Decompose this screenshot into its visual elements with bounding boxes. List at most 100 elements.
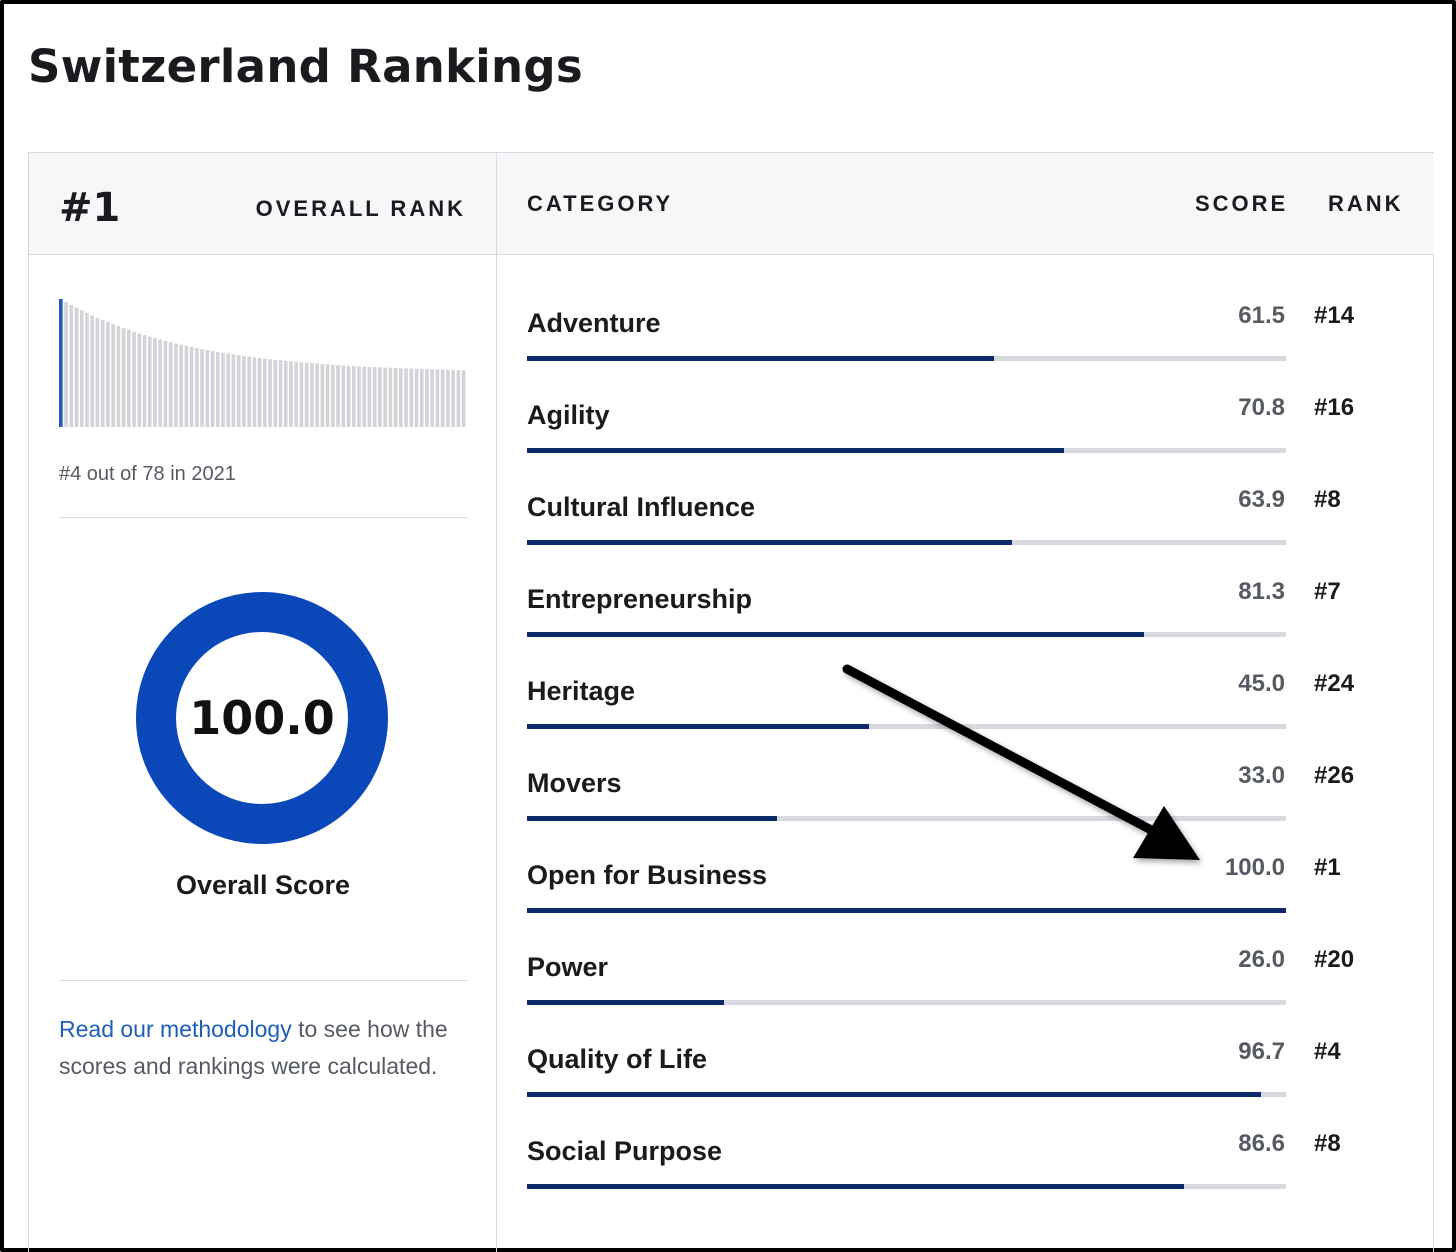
sparkline-bar (168, 342, 173, 427)
sparkline-bar (252, 357, 257, 427)
methodology-text: to see how the scores and rankings were … (59, 1016, 448, 1079)
sparkline-bar (446, 369, 450, 427)
sparkline-bar (409, 368, 414, 427)
sparkline-bar (147, 336, 152, 427)
sparkline-bar (64, 302, 68, 427)
category-name: Open for Business (527, 860, 768, 890)
category-row: Adventure 61.5 #14 (527, 302, 1407, 400)
sparkline-bar (367, 366, 372, 427)
sparkline-bar (226, 353, 231, 427)
sparkline-bar (242, 355, 246, 427)
overall-score-label: Overall Score (175, 870, 351, 900)
score-bar-fill (527, 908, 1286, 913)
score-bar-track (527, 632, 1286, 637)
sparkline-bar (440, 369, 445, 427)
sparkline-bar (341, 365, 346, 427)
score-bar-track (527, 908, 1286, 913)
sparkline-bar (331, 364, 335, 427)
sparkline-bar (273, 359, 278, 427)
category-column: CATEGORY SCORE RANK Adventure 61.5 #14 Agil… (497, 153, 1434, 1252)
category-row: Movers 33.0 #26 (527, 762, 1407, 860)
category-rank: #8 (1314, 486, 1341, 513)
category-rank: #26 (1314, 762, 1355, 789)
score-bar-track (527, 1092, 1286, 1097)
score-bar-fill (527, 448, 1064, 453)
sparkline-bar (85, 312, 89, 427)
category-rank: #1 (1314, 854, 1341, 881)
sparkline-bar (456, 370, 461, 427)
category-rank: #24 (1314, 670, 1355, 697)
sparkline-bar (289, 361, 293, 427)
summary-header: #1 OVERALL RANK (29, 153, 496, 255)
sparkline-bar (195, 348, 199, 427)
sparkline-bar (69, 304, 74, 427)
category-row: Agility 70.8 #16 (527, 394, 1407, 492)
sparkline-bar (95, 317, 100, 427)
category-name: Agility (527, 400, 610, 430)
score-bar-track (527, 1184, 1286, 1189)
sparkline-bar (90, 315, 95, 427)
sparkline-bar (184, 345, 189, 427)
category-score: 100.0 (1224, 854, 1285, 881)
rank-header: RANK (1328, 191, 1404, 216)
sparkline-bar (362, 366, 367, 427)
table-header: CATEGORY SCORE RANK (497, 153, 1434, 255)
sparkline-bar (132, 331, 136, 427)
sparkline-bar (325, 364, 330, 427)
score-bar-track (527, 1000, 1286, 1005)
sparkline-bar (383, 367, 387, 427)
sparkline-bar (231, 354, 236, 427)
category-score: 96.7 (1238, 1038, 1285, 1065)
category-score: 61.5 (1238, 302, 1285, 329)
category-row: Heritage 45.0 #24 (527, 670, 1407, 768)
sparkline-bar (435, 369, 440, 427)
sparkline-bar (221, 352, 225, 427)
sparkline-bar (116, 326, 121, 427)
sparkline-bar (351, 366, 356, 427)
overall-rank-value: #1 (59, 185, 121, 231)
category-score: 70.8 (1238, 394, 1285, 421)
overall-rank-label: OVERALL RANK (255, 196, 466, 221)
methodology-link[interactable]: Read our methodology (59, 1016, 292, 1042)
score-bar-track (527, 448, 1286, 453)
sparkline-bar (79, 310, 84, 427)
sparkline-bar (315, 363, 319, 427)
sparkline-bar (336, 365, 340, 427)
rankings-panel: #1 OVERALL RANK #4 out of 78 in 2021 100… (28, 152, 1434, 1252)
methodology-note: Read our methodology to see how the scor… (59, 1011, 459, 1085)
sparkline-bar (263, 358, 267, 427)
sparkline-bar (205, 350, 210, 427)
sparkline-bar (158, 339, 163, 427)
category-rank: #8 (1314, 1130, 1341, 1157)
sparkline-bar (304, 362, 309, 427)
sparkline-bar (121, 328, 126, 427)
score-bar-fill (527, 1000, 724, 1005)
sparkline-bar (74, 307, 79, 427)
sparkline-bar (461, 370, 466, 427)
rank-history-sparkline (59, 299, 466, 427)
sparkline-bar (127, 329, 131, 427)
sparkline-bar (378, 367, 382, 427)
sparkline-bar (425, 369, 429, 427)
divider (59, 980, 467, 981)
page-title: Switzerland Rankings (28, 40, 583, 93)
sparkline-bar (320, 363, 325, 427)
rank-history-caption: #4 out of 78 in 2021 (59, 463, 236, 485)
sparkline-bar (247, 356, 251, 427)
sparkline-bar (346, 365, 351, 427)
category-rank: #7 (1314, 578, 1341, 605)
sparkline-bar (419, 369, 424, 427)
sparkline-bar (153, 338, 157, 427)
divider (59, 517, 467, 518)
overall-score-donut (136, 592, 388, 844)
score-bar-fill (527, 816, 777, 821)
category-name: Heritage (527, 676, 636, 706)
sparkline-bar (393, 368, 398, 427)
score-bar-fill (527, 540, 1012, 545)
sparkline-bar (414, 368, 419, 427)
category-row: Cultural Influence 63.9 #8 (527, 486, 1407, 584)
sparkline-bar (100, 320, 105, 427)
donut-fill (136, 592, 388, 844)
sparkline-bar (404, 368, 408, 427)
